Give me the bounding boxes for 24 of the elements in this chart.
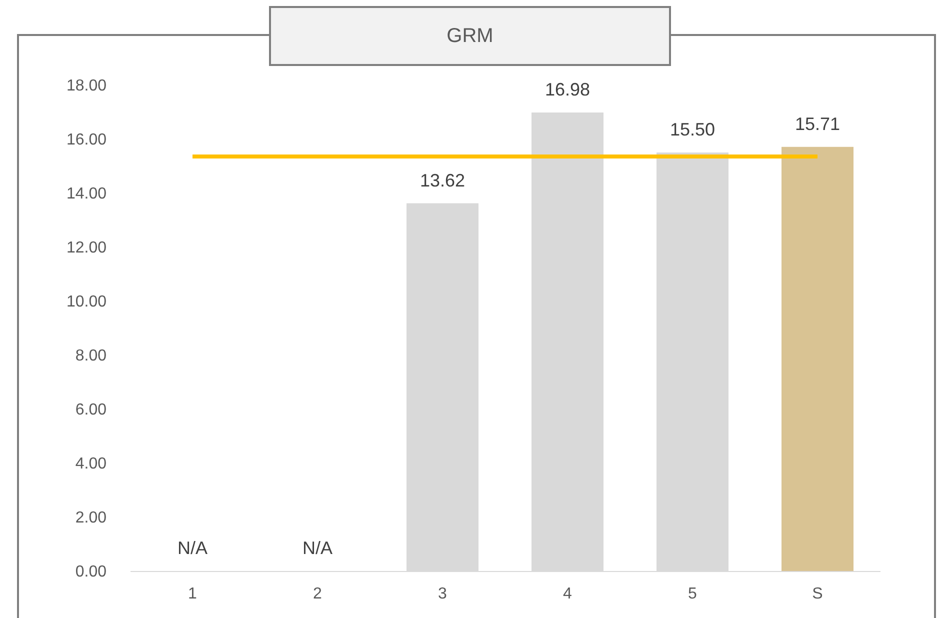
y-tick-label: 0.00 xyxy=(75,564,107,580)
y-tick-label: 18.00 xyxy=(66,78,107,94)
text: N/A xyxy=(177,538,208,558)
data-label: 15.71 xyxy=(794,114,840,134)
y-tick-label: 6.00 xyxy=(75,402,107,418)
x-tick-label: 4 xyxy=(563,586,572,602)
data-label: 15.50 xyxy=(670,120,716,140)
x-tick-label: 5 xyxy=(688,586,698,602)
x-tick-label: 3 xyxy=(438,586,448,602)
y-tick-label: 10.00 xyxy=(66,294,107,310)
text: N/A xyxy=(302,538,333,558)
chart-title: GRM xyxy=(446,25,494,47)
y-tick-label: 12.00 xyxy=(66,240,107,256)
x-tick-label: S xyxy=(812,586,823,602)
x-tick-label: 2 xyxy=(313,586,322,602)
bar xyxy=(782,146,854,571)
y-tick-label: 8.00 xyxy=(75,348,107,364)
y-tick-label: 4.00 xyxy=(75,456,107,472)
y-tick-label: 16.00 xyxy=(66,132,107,148)
data-label: 13.62 xyxy=(420,170,466,190)
y-tick-label: 14.00 xyxy=(66,186,107,202)
x-tick-label: 1 xyxy=(188,586,198,602)
data-label: 16.98 xyxy=(544,80,590,100)
y-tick-label: 2.00 xyxy=(75,510,107,526)
